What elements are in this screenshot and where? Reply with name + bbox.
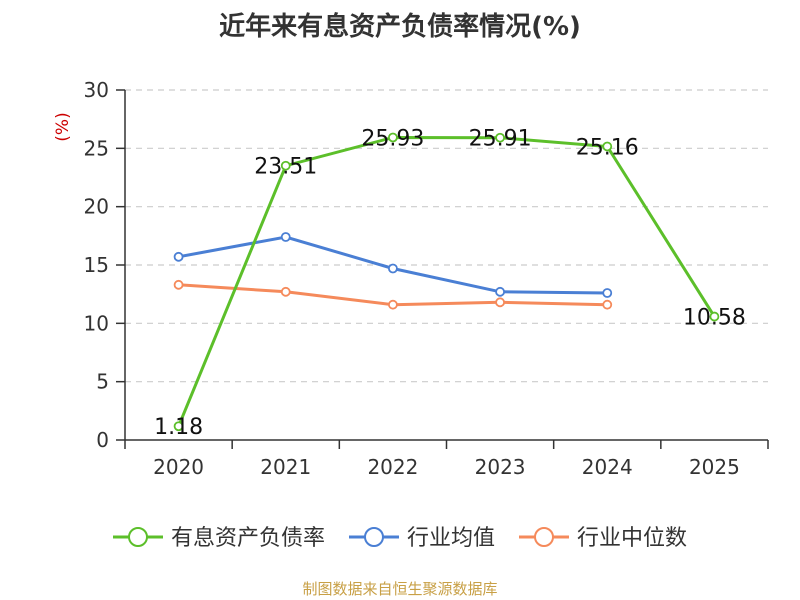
data-label: 25.91 (469, 127, 532, 152)
legend-label: 行业中位数 (577, 526, 687, 551)
legend-item-1: 行业均值 (349, 526, 495, 551)
y-tick-label: 25 (84, 136, 109, 160)
series-1 (173, 232, 613, 298)
x-tick-label: 2025 (689, 455, 740, 479)
x-tick-label: 2024 (582, 455, 633, 479)
y-axis-label: (%) (53, 112, 73, 141)
data-point (495, 297, 505, 308)
y-tick-label: 5 (96, 370, 109, 394)
series-0 (173, 132, 720, 432)
data-point (388, 132, 398, 143)
source-note: 制图数据来自恒生聚源数据库 (302, 580, 498, 598)
x-tick-label: 2022 (367, 455, 418, 479)
data-point (173, 421, 184, 432)
legend-marker (534, 527, 554, 547)
x-tick-label: 2021 (260, 455, 311, 479)
series-group (173, 132, 720, 432)
grid-lines (125, 89, 768, 383)
data-point (602, 299, 613, 310)
legend-item-2: 行业中位数 (519, 526, 687, 551)
data-point (602, 141, 613, 152)
y-tick-label: 20 (84, 195, 109, 219)
x-tick-label: 2020 (153, 455, 204, 479)
data-label: 23.51 (254, 155, 317, 180)
legend-item-0: 有息资产负债率 (113, 526, 325, 551)
legend-label: 行业均值 (407, 526, 495, 551)
legend-marker (128, 527, 148, 547)
data-label: 1.18 (154, 415, 203, 440)
data-point (173, 279, 184, 290)
data-label: 25.93 (361, 126, 424, 151)
data-point (280, 232, 291, 242)
data-point (709, 311, 720, 322)
y-tick-label: 15 (84, 253, 109, 277)
data-point (495, 286, 505, 297)
y-tick-label: 0 (96, 428, 109, 452)
data-point (280, 160, 291, 171)
legend-marker (364, 527, 384, 547)
y-tick-label: 30 (84, 78, 109, 102)
data-point (495, 132, 505, 143)
series-2 (173, 279, 613, 310)
data-label: 25.16 (576, 135, 639, 160)
data-point (388, 299, 398, 310)
data-point (280, 286, 291, 297)
data-point (602, 288, 613, 298)
legend: 有息资产负债率 行业均值 行业中位数 (113, 526, 687, 551)
legend-label: 有息资产负债率 (171, 526, 325, 551)
data-labels: 1.18 23.51 25.93 25.91 25.16 10.58 (154, 126, 746, 440)
data-point (173, 251, 184, 262)
chart-title: 近年来有息资产负债率情况(%) (219, 12, 581, 42)
data-label: 10.58 (683, 306, 746, 331)
series-line (177, 135, 716, 427)
y-tick-label: 10 (84, 311, 109, 335)
x-tick-label: 2023 (475, 455, 526, 479)
data-point (388, 263, 398, 274)
